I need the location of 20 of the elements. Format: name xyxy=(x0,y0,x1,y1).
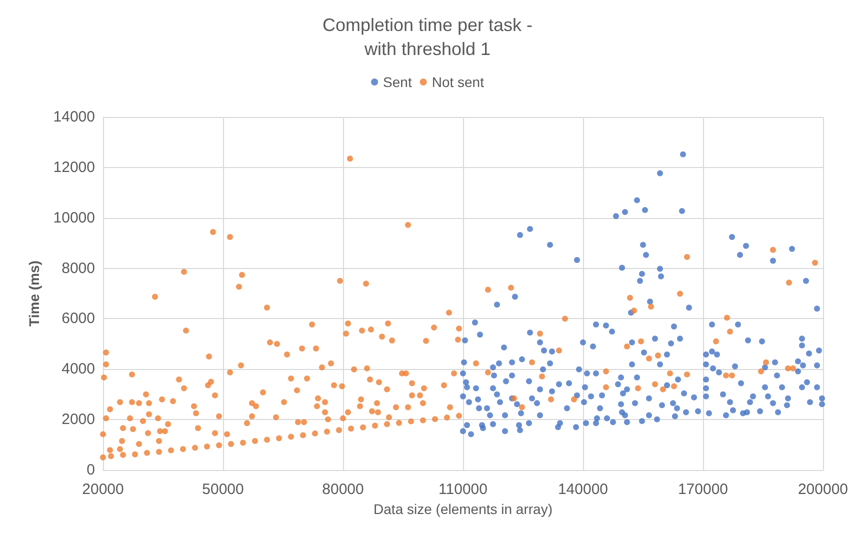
y-tick-label: 10000 xyxy=(53,209,95,226)
x-tick-label: 110000 xyxy=(438,481,488,498)
x-tick-label: 80000 xyxy=(322,481,364,498)
y-axis-title: Time (ms) xyxy=(26,260,42,326)
y-tick-label: 2000 xyxy=(62,411,95,428)
y-tick-label: 14000 xyxy=(53,108,95,126)
y-tick-label: 6000 xyxy=(62,310,95,328)
legend-label: Sent xyxy=(383,74,412,90)
x-tick-label: 170000 xyxy=(678,481,728,498)
y-tick-label: 8000 xyxy=(62,260,95,277)
y-tick-label: 4000 xyxy=(62,360,95,378)
chart-title: Completion time per task - with threshold 1 xyxy=(322,15,533,59)
legend-label: Not sent xyxy=(432,74,484,90)
x-tick-label: 200000 xyxy=(798,481,848,498)
x-tick-label: 50000 xyxy=(202,481,244,498)
x-tick-label: 140000 xyxy=(558,481,608,498)
x-tick-label: 20000 xyxy=(82,481,124,498)
y-tick-label: 0 xyxy=(86,462,95,478)
y-tick-label: 12000 xyxy=(53,158,95,176)
x-axis-title: Data size (elements in array) xyxy=(374,501,552,517)
